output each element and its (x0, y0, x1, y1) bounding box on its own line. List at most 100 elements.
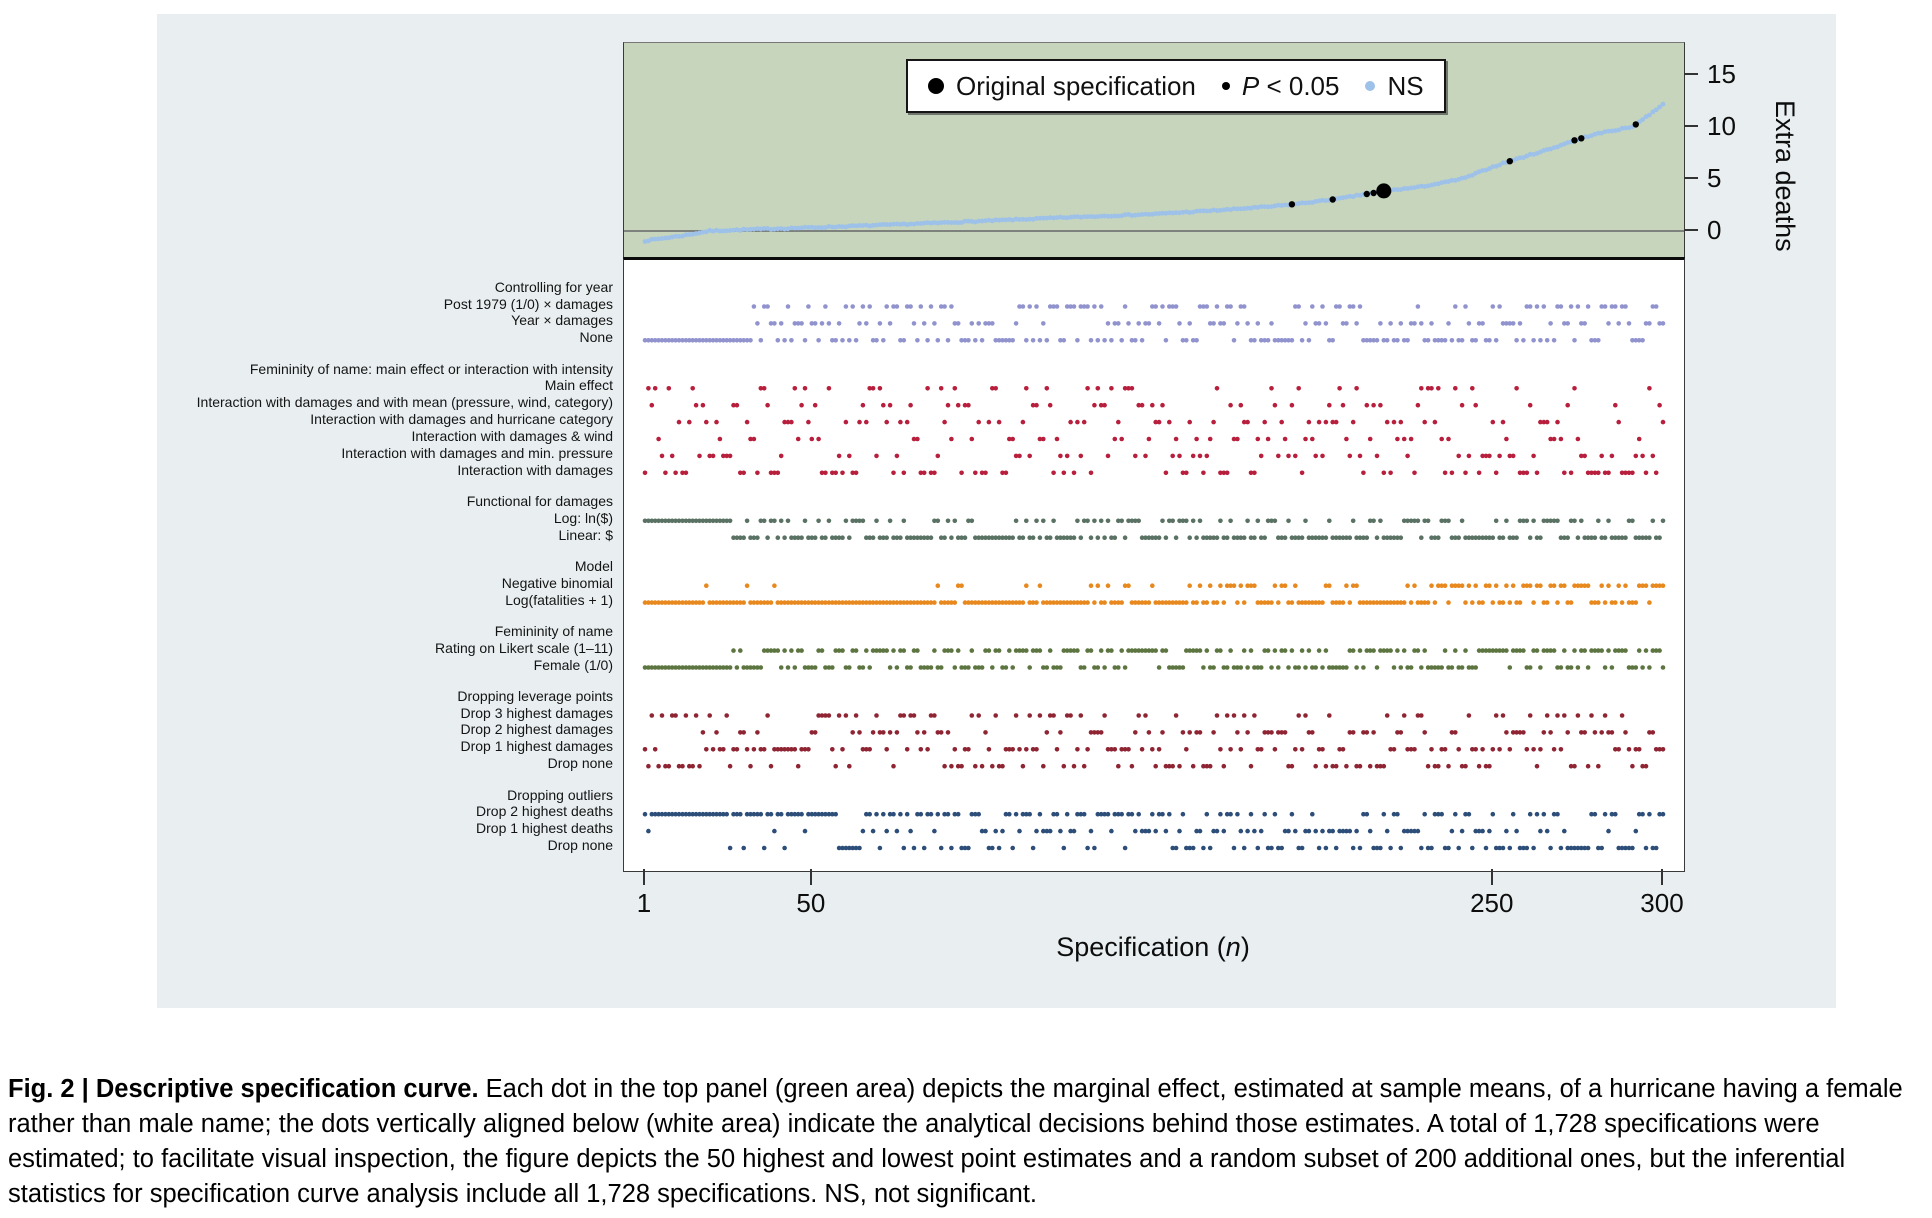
decision-dot (1258, 535, 1264, 540)
decision-dot (1381, 535, 1387, 540)
decision-dot (1163, 763, 1169, 769)
decision-dot (727, 600, 733, 605)
decision-dot (891, 763, 896, 769)
decision-dot (1245, 665, 1250, 670)
decision-dot (731, 402, 736, 408)
decision-dot (1405, 747, 1410, 752)
decision-dot (1051, 304, 1056, 309)
row-label: Linear: $ (558, 526, 613, 543)
decision-dot (1333, 600, 1339, 605)
decision-dot (1544, 419, 1550, 425)
decision-dot (734, 665, 740, 670)
decision-dot (1548, 730, 1553, 735)
decision-dot (983, 828, 988, 834)
decision-dot (1218, 321, 1223, 326)
decision-dot (1000, 470, 1005, 476)
ns-estimate-dot (1395, 187, 1400, 193)
decision-dot (1589, 811, 1594, 817)
decision-dot (1657, 535, 1662, 540)
decision-dot (816, 436, 821, 442)
decision-dot (656, 763, 661, 769)
decision-dot (867, 386, 872, 391)
decision-dot (1592, 535, 1598, 540)
decision-dot (1201, 535, 1206, 540)
decision-dot (1041, 828, 1046, 834)
decision-dot (687, 419, 692, 425)
decision-dot (748, 535, 753, 540)
decision-dot (1017, 600, 1022, 605)
decision-dot (1425, 845, 1431, 851)
decision-dot (1623, 535, 1628, 540)
decision-dot (755, 600, 760, 605)
decision-dot (1109, 600, 1114, 605)
decision-dot (1282, 730, 1288, 735)
decision-dot (1354, 321, 1359, 326)
decision-dot (772, 470, 777, 476)
decision-dot (1344, 583, 1349, 588)
decision-dot (1476, 763, 1482, 769)
decision-dot (755, 730, 760, 735)
decision-dot (659, 518, 665, 524)
decision-dot (1538, 583, 1543, 588)
ns-estimate-dot (1153, 211, 1159, 217)
decision-dot (1054, 747, 1060, 752)
decision-dot (996, 338, 1002, 343)
decision-dot (1252, 828, 1257, 834)
decision-dot (1000, 763, 1005, 769)
decision-dot (1003, 747, 1009, 752)
decision-dot (1119, 600, 1124, 605)
decision-dot (669, 338, 675, 343)
decision-dot (700, 600, 706, 605)
decision-dot (1378, 518, 1383, 524)
ns-estimate-dot (795, 225, 801, 231)
decision-dot (1500, 845, 1506, 851)
decision-dot (669, 811, 675, 817)
decision-dot (1013, 811, 1019, 817)
decision-dot (990, 845, 995, 851)
decision-dot (955, 535, 961, 540)
decision-dot (1408, 665, 1414, 670)
ns-estimate-dot (1115, 213, 1121, 219)
decision-dot (1282, 338, 1288, 343)
decision-dot (1585, 304, 1591, 309)
decision-dot (1650, 730, 1656, 735)
decision-dot (1211, 600, 1216, 605)
decision-dot (761, 845, 767, 851)
decision-dot (1384, 648, 1390, 653)
decision-dot (969, 321, 975, 326)
decision-dot (1493, 518, 1499, 524)
decision-dot (772, 583, 777, 588)
decision-dot (973, 811, 978, 817)
decision-dot (1003, 535, 1009, 540)
decision-dot (1095, 583, 1101, 588)
decision-dot (1041, 763, 1046, 769)
decision-dot (1497, 648, 1502, 653)
legend-item-ns: NS (1365, 71, 1424, 102)
decision-dot (1034, 402, 1039, 408)
decision-dot (1551, 811, 1557, 817)
decision-dot (881, 338, 886, 343)
decision-dot (1391, 419, 1397, 425)
decision-dot (799, 321, 804, 326)
decision-dot (778, 518, 784, 524)
decision-dot (1299, 747, 1305, 752)
decision-dot (1504, 828, 1509, 834)
decision-dot (1228, 747, 1233, 752)
decision-dot (1153, 763, 1158, 769)
decision-dot (1190, 648, 1196, 653)
decision-dot (1521, 648, 1526, 653)
decision-dot (1207, 321, 1213, 326)
decision-dot (836, 648, 842, 653)
decision-dot (860, 665, 866, 670)
decision-dot (1061, 648, 1067, 653)
decision-dot (1463, 648, 1468, 653)
decision-dot (1419, 386, 1424, 391)
decision-dot (901, 845, 907, 851)
decision-dot (1098, 402, 1104, 408)
decision-dot (908, 600, 913, 605)
decision-dot (744, 747, 750, 752)
decision-dot (1344, 828, 1349, 834)
decision-dot (1221, 665, 1227, 670)
decision-dot (1613, 648, 1618, 653)
decision-dot (887, 402, 893, 408)
